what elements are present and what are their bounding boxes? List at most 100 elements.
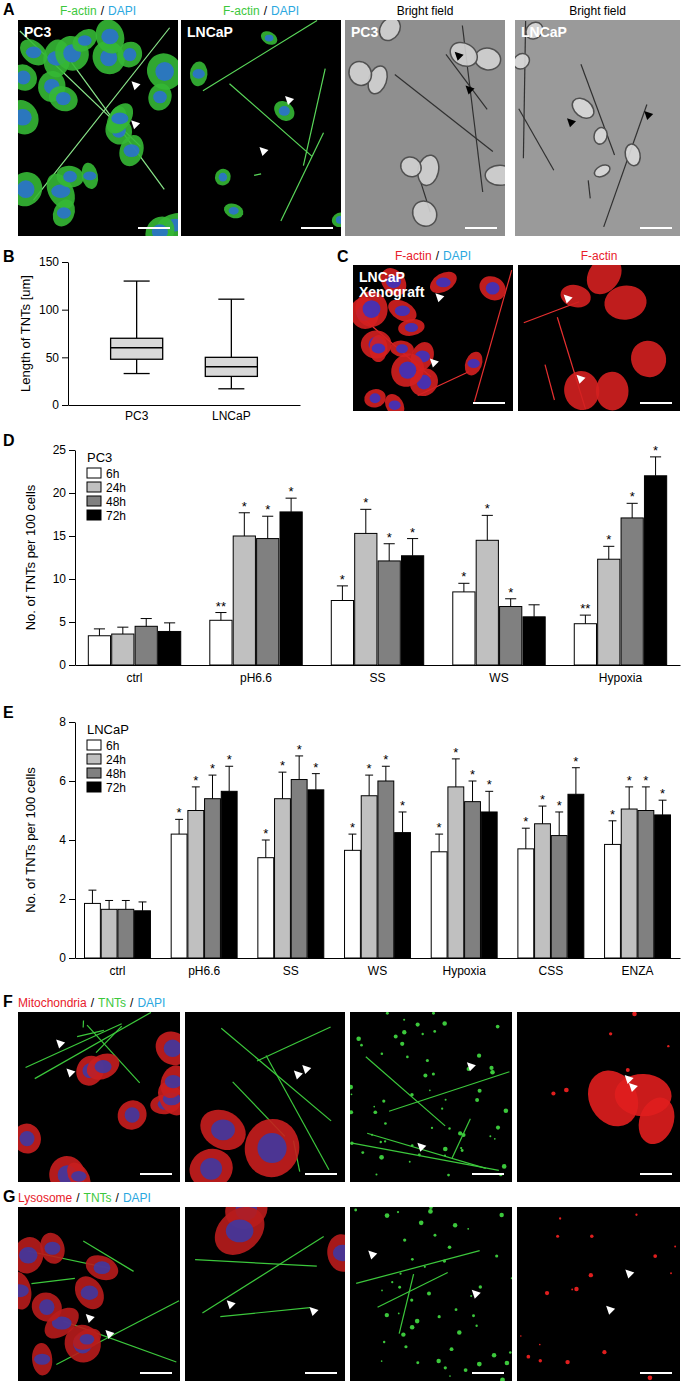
punctum bbox=[470, 1295, 472, 1297]
bar bbox=[523, 617, 545, 665]
bar bbox=[188, 811, 204, 959]
y-tick: 10 bbox=[53, 572, 75, 586]
punctum bbox=[386, 1012, 389, 1015]
cell bbox=[145, 81, 174, 113]
significance: ** bbox=[580, 601, 590, 616]
bar bbox=[568, 794, 584, 958]
significance: * bbox=[437, 820, 442, 835]
punctum bbox=[441, 1108, 443, 1110]
bar bbox=[574, 624, 596, 665]
punctum bbox=[511, 1277, 512, 1279]
box bbox=[111, 338, 163, 359]
bar bbox=[378, 561, 400, 665]
punctum bbox=[371, 1134, 373, 1136]
significance: * bbox=[263, 826, 268, 841]
y-axis: 02468 bbox=[59, 715, 75, 965]
significance: * bbox=[265, 502, 270, 517]
cell bbox=[222, 201, 246, 221]
x-tick: WS bbox=[368, 964, 387, 978]
header-part: TNTs bbox=[84, 1191, 112, 1205]
cell bbox=[156, 1062, 180, 1102]
error-bar bbox=[632, 503, 633, 518]
error-bar bbox=[179, 819, 180, 834]
nucleus bbox=[155, 62, 174, 81]
panel-letter: B bbox=[3, 248, 15, 265]
significance: * bbox=[367, 761, 372, 776]
x-axis: PC3LNCaP bbox=[69, 406, 301, 423]
y-tick: 15 bbox=[53, 529, 75, 543]
tick-mark bbox=[62, 310, 68, 311]
punctum bbox=[381, 1360, 383, 1362]
nucleus bbox=[165, 1075, 180, 1088]
micrograph bbox=[517, 1207, 680, 1381]
punctum bbox=[381, 1052, 384, 1055]
punctum bbox=[398, 1312, 400, 1314]
y-tick: 150 bbox=[39, 255, 68, 269]
punctum bbox=[447, 1174, 450, 1177]
error-cap bbox=[141, 618, 152, 619]
significance: * bbox=[487, 777, 492, 792]
tick-mark bbox=[69, 450, 75, 451]
error-bar bbox=[109, 900, 110, 909]
panel-letter: D bbox=[3, 432, 15, 449]
arrowhead bbox=[368, 1250, 377, 1259]
arrowhead bbox=[86, 1314, 95, 1323]
tube bbox=[303, 69, 325, 166]
tube bbox=[195, 1260, 317, 1266]
tick-label: 15 bbox=[53, 529, 67, 543]
arrowhead bbox=[309, 1307, 318, 1316]
significance: * bbox=[350, 820, 355, 835]
nucleus bbox=[111, 113, 128, 125]
arrowhead bbox=[577, 375, 586, 384]
significance: * bbox=[606, 532, 611, 547]
punctum bbox=[424, 1266, 426, 1268]
micrograph bbox=[353, 265, 513, 411]
cell bbox=[62, 1158, 95, 1182]
panel-letter: F bbox=[3, 993, 13, 1010]
header-part: Bright field bbox=[569, 4, 626, 18]
bar bbox=[135, 626, 157, 665]
nucleus bbox=[80, 1334, 95, 1345]
bar bbox=[535, 824, 551, 958]
legend-label: 72h bbox=[106, 509, 126, 523]
error-bar bbox=[229, 766, 230, 791]
bar bbox=[378, 781, 394, 958]
legend: LNCaP6h24h48h72h bbox=[87, 722, 129, 795]
nucleus bbox=[396, 344, 408, 353]
tube bbox=[356, 1251, 480, 1284]
punctum bbox=[381, 1290, 383, 1292]
micrograph bbox=[350, 1012, 512, 1182]
nucleus bbox=[20, 1131, 35, 1146]
punctum bbox=[410, 1325, 415, 1330]
cell bbox=[115, 132, 147, 170]
punctum bbox=[504, 1108, 509, 1113]
error-bar bbox=[122, 627, 123, 634]
bar bbox=[621, 518, 643, 665]
whisker bbox=[231, 376, 232, 388]
scale-bar bbox=[465, 227, 497, 229]
nucleus bbox=[101, 29, 118, 44]
x-tick: pH6.6 bbox=[188, 964, 220, 978]
arrowhead bbox=[302, 1065, 311, 1074]
punctum bbox=[429, 1207, 433, 1209]
bar bbox=[500, 607, 522, 665]
axis-title: Length of TNTs [um] bbox=[18, 275, 33, 392]
tube bbox=[366, 1057, 445, 1126]
error-bar bbox=[389, 544, 390, 561]
tick-label: Hypoxia bbox=[599, 671, 643, 685]
cell bbox=[49, 196, 80, 230]
scale-bar bbox=[305, 1173, 337, 1175]
nucleus bbox=[363, 300, 381, 318]
error-cap bbox=[105, 900, 113, 901]
x-tick: SS bbox=[369, 671, 385, 685]
punctum bbox=[477, 1054, 481, 1058]
arrowhead bbox=[625, 1075, 634, 1084]
tick-label: 150 bbox=[39, 255, 59, 269]
axis-line bbox=[69, 405, 301, 406]
tick-label: LNCaP bbox=[212, 409, 251, 423]
header-part: / bbox=[264, 4, 268, 18]
significance: * bbox=[630, 489, 635, 504]
punctum bbox=[590, 1235, 594, 1239]
header-part: / bbox=[116, 1191, 120, 1205]
cell bbox=[140, 211, 178, 236]
